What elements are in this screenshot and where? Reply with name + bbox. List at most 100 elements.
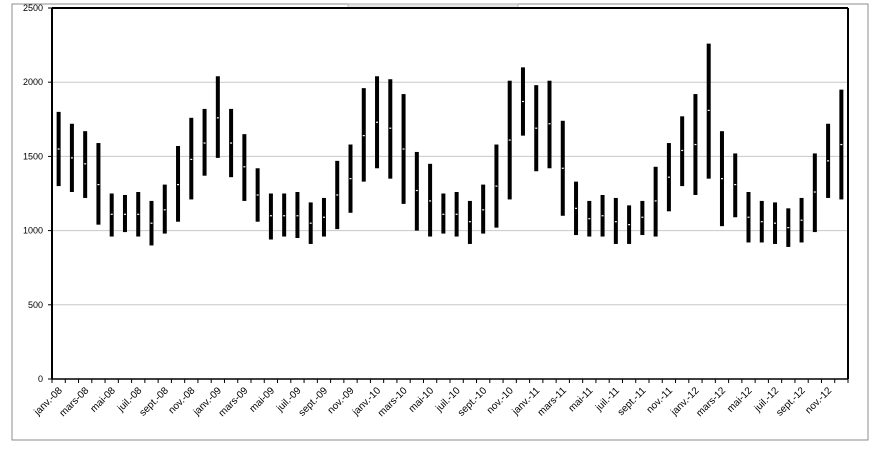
range-mid-marker <box>349 178 352 180</box>
range-mid-marker <box>243 166 246 168</box>
range-mid-marker <box>283 215 286 217</box>
range-bar <box>268 193 273 240</box>
range-bar <box>653 166 658 237</box>
range-mid-marker <box>760 221 763 223</box>
range-mid-marker <box>521 100 524 103</box>
range-mid-marker <box>588 218 591 220</box>
range-bar <box>176 146 181 222</box>
range-mid-marker <box>840 143 843 146</box>
range-bar <box>109 193 114 237</box>
range-mid-marker <box>667 176 670 178</box>
range-mid-marker <box>482 209 485 211</box>
range-mid-marker <box>84 163 87 165</box>
range-mid-marker <box>137 213 140 215</box>
x-tick-label: mars-12 <box>694 385 728 419</box>
range-mid-marker <box>734 183 737 186</box>
range-mid-marker <box>163 209 166 211</box>
range-mid-marker <box>787 227 790 229</box>
range-mid-marker <box>402 148 405 150</box>
x-tick-label: mai-09 <box>248 385 278 415</box>
range-mid-marker <box>694 143 697 146</box>
range-mid-marker <box>376 121 379 123</box>
range-mid-marker <box>614 221 617 223</box>
range-bar <box>640 200 645 236</box>
y-tick-label: 2000 <box>23 77 43 87</box>
range-mid-marker <box>720 178 723 180</box>
range-bar <box>242 134 247 201</box>
range-mid-marker <box>123 213 126 215</box>
range-mid-marker <box>827 160 830 162</box>
range-bar <box>122 194 127 233</box>
range-mid-marker <box>230 142 233 144</box>
range-mid-marker <box>429 200 432 202</box>
range-bar <box>162 184 167 234</box>
range-mid-marker <box>561 167 564 169</box>
range-mid-marker <box>628 224 631 226</box>
range-mid-marker <box>296 215 299 217</box>
range-bar <box>706 43 711 179</box>
range-mid-marker <box>601 215 604 217</box>
range-bar <box>215 76 220 158</box>
y-tick-label: 0 <box>38 374 43 384</box>
x-tick-label: mars-09 <box>217 385 251 419</box>
range-bar <box>812 153 817 233</box>
range-mid-marker <box>800 219 803 221</box>
range-bar <box>441 193 446 234</box>
x-tick-label: sept.-11 <box>616 385 649 418</box>
range-mid-marker <box>177 183 180 186</box>
range-bar <box>388 79 393 179</box>
bars <box>56 43 844 247</box>
range-bar <box>414 151 419 231</box>
range-mid-marker <box>389 127 392 129</box>
y-tick-label: 1000 <box>23 226 43 236</box>
range-mid-marker <box>309 222 312 224</box>
range-mid-marker <box>190 158 193 160</box>
range-mid-marker <box>110 213 113 215</box>
axes <box>51 7 849 380</box>
range-mid-marker <box>681 149 684 152</box>
range-bar <box>428 163 433 237</box>
range-mid-marker <box>216 117 219 119</box>
x-tick-label: mars-08 <box>58 385 92 419</box>
range-mid-marker <box>203 142 206 144</box>
range-bar <box>361 88 366 182</box>
y-tick-label: 500 <box>28 300 43 310</box>
x-axis-ticks: janv.-08mars-08mai-08juil.-08sept.-08nov… <box>32 379 849 419</box>
y-axis-ticks: 0 500 1000 1500 2000 2500 <box>23 3 52 384</box>
range-mid-marker <box>362 135 365 137</box>
range-bar <box>295 192 300 239</box>
y-tick-label: 1500 <box>23 151 43 161</box>
range-mid-marker <box>535 127 538 129</box>
range-mid-marker <box>415 189 418 192</box>
range-mid-marker <box>256 194 259 196</box>
range-mid-marker <box>495 185 498 187</box>
x-tick-label: mars-11 <box>536 385 569 418</box>
range-mid-marker <box>455 213 458 215</box>
range-bar <box>481 184 486 234</box>
range-bar <box>83 131 88 198</box>
range-bar <box>733 153 738 218</box>
x-tick-label: mai-08 <box>88 385 118 415</box>
chart-frame <box>11 3 869 441</box>
range-mid-marker <box>508 139 511 141</box>
range-mid-marker <box>336 194 339 196</box>
range-bar <box>202 108 207 176</box>
range-mid-marker <box>747 216 750 218</box>
range-mid-marker <box>654 200 657 202</box>
x-tick-label: mai-11 <box>567 385 596 414</box>
x-tick-label: sept.-10 <box>456 385 490 419</box>
range-bar <box>467 200 472 244</box>
range-mid-marker <box>322 216 325 218</box>
range-mid-marker <box>468 221 471 223</box>
x-tick-label: nov.-12 <box>803 385 834 416</box>
range-bar <box>613 197 618 244</box>
x-tick-label: mai-10 <box>407 385 437 415</box>
grid-lines <box>52 7 848 306</box>
range-mid-marker <box>774 222 777 224</box>
range-mid-marker <box>269 215 272 217</box>
range-bar <box>547 80 552 169</box>
range-mid-marker <box>70 157 73 159</box>
x-tick-label: sept.-09 <box>297 385 331 419</box>
